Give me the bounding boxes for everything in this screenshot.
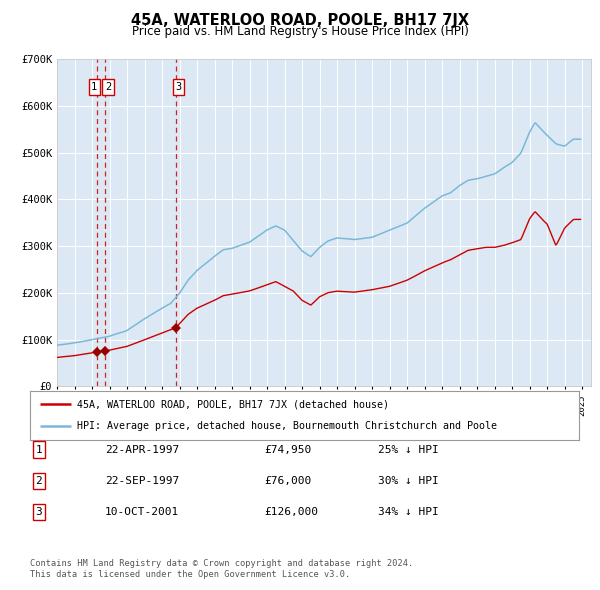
Text: 2: 2: [105, 82, 111, 92]
Text: 22-APR-1997: 22-APR-1997: [105, 445, 179, 454]
Text: £74,950: £74,950: [264, 445, 311, 454]
Text: 10-OCT-2001: 10-OCT-2001: [105, 507, 179, 517]
Text: 34% ↓ HPI: 34% ↓ HPI: [378, 507, 439, 517]
Text: £76,000: £76,000: [264, 476, 311, 486]
Text: 2: 2: [35, 476, 43, 486]
Text: 25% ↓ HPI: 25% ↓ HPI: [378, 445, 439, 454]
Text: 22-SEP-1997: 22-SEP-1997: [105, 476, 179, 486]
Text: 45A, WATERLOO ROAD, POOLE, BH17 7JX: 45A, WATERLOO ROAD, POOLE, BH17 7JX: [131, 13, 469, 28]
Text: 3: 3: [175, 82, 181, 92]
Text: 1: 1: [35, 445, 43, 454]
Text: 3: 3: [35, 507, 43, 517]
Text: 45A, WATERLOO ROAD, POOLE, BH17 7JX (detached house): 45A, WATERLOO ROAD, POOLE, BH17 7JX (det…: [77, 399, 389, 409]
Text: 1: 1: [91, 82, 97, 92]
Text: Contains HM Land Registry data © Crown copyright and database right 2024.: Contains HM Land Registry data © Crown c…: [30, 559, 413, 568]
Text: 30% ↓ HPI: 30% ↓ HPI: [378, 476, 439, 486]
Text: This data is licensed under the Open Government Licence v3.0.: This data is licensed under the Open Gov…: [30, 571, 350, 579]
Text: Price paid vs. HM Land Registry's House Price Index (HPI): Price paid vs. HM Land Registry's House …: [131, 25, 469, 38]
Text: £126,000: £126,000: [264, 507, 318, 517]
Text: HPI: Average price, detached house, Bournemouth Christchurch and Poole: HPI: Average price, detached house, Bour…: [77, 421, 497, 431]
